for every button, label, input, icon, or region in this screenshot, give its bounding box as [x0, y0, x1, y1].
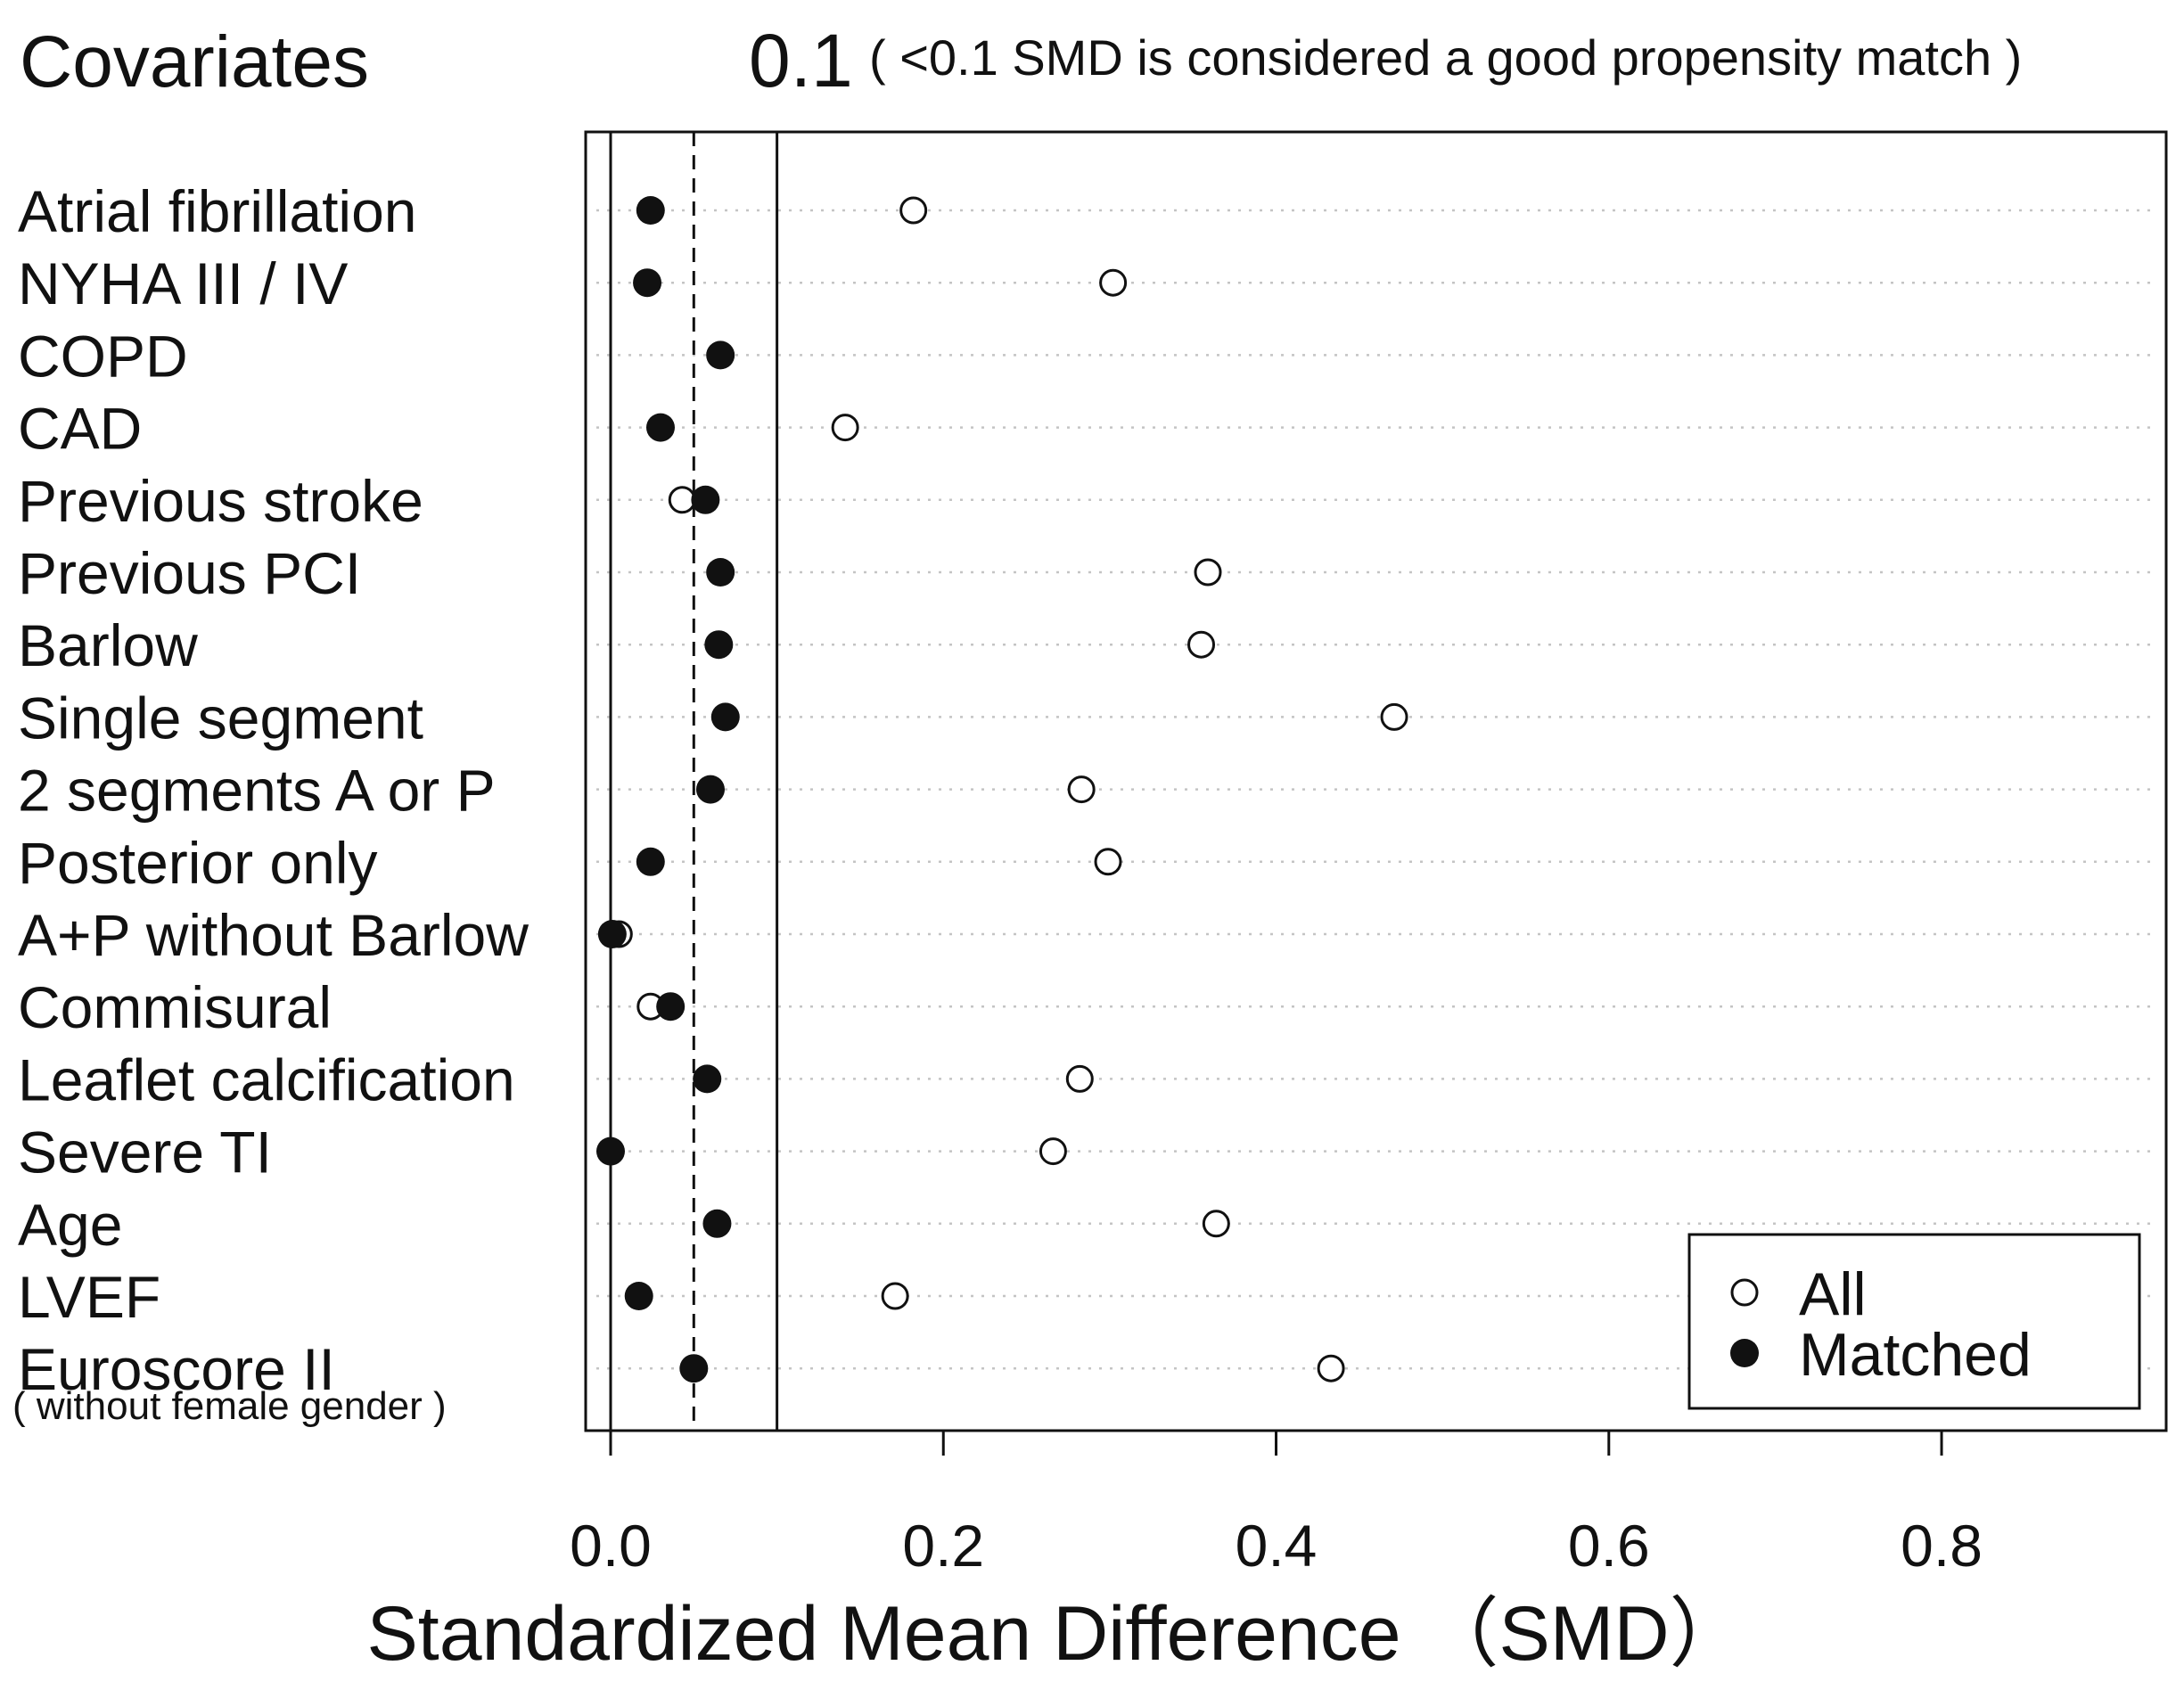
- covariate-label-severe-ti: Severe TI: [18, 1120, 272, 1185]
- covariate-label-commisural: Commisural: [18, 974, 332, 1040]
- x-tick-label-0.2: 0.2: [902, 1513, 984, 1579]
- x-tick-label-0.0: 0.0: [570, 1513, 652, 1579]
- point-all-barlow: [1187, 630, 1216, 659]
- covariate-label-previous-pci: Previous PCI: [18, 540, 361, 606]
- point-matched-previous-stroke: [691, 485, 720, 514]
- point-all-atrial-fibrillation: [899, 196, 928, 225]
- x-axis: 0.0 0.2 0.4 0.6 0.8: [570, 1431, 1983, 1579]
- x-tick-label-0.8: 0.8: [1901, 1513, 1983, 1579]
- point-all-lvef: [881, 1282, 909, 1310]
- point-matched-lvef: [624, 1282, 653, 1310]
- covariates-heading: Covariates: [20, 21, 369, 103]
- point-matched-a-p-without-barlow: [597, 920, 627, 948]
- point-matched-nyha-iii-iv: [633, 268, 662, 298]
- legend-all-marker: [1730, 1278, 1759, 1307]
- covariate-label-2-segments-a-or-p: 2 segments A or P: [18, 758, 496, 824]
- point-matched-cad: [645, 413, 675, 442]
- x-tick-label-0.6: 0.6: [1568, 1513, 1650, 1579]
- covariate-label-copd: COPD: [18, 323, 188, 389]
- point-matched-previous-pci: [706, 558, 735, 587]
- threshold-value-label: 0.1: [749, 19, 853, 103]
- covariate-label-euroscore-ii: Euroscore II: [18, 1336, 335, 1402]
- legend-matched-label: Matched: [1799, 1321, 2032, 1389]
- point-matched-copd: [706, 340, 735, 370]
- point-matched-leaflet-calcification: [693, 1064, 722, 1094]
- covariate-label-previous-stroke: Previous stroke: [18, 468, 423, 534]
- point-matched-barlow: [704, 630, 734, 660]
- point-matched-severe-ti: [595, 1136, 625, 1166]
- covariate-label-single-segment: Single segment: [18, 685, 423, 751]
- x-tick-label-0.4: 0.4: [1236, 1513, 1318, 1579]
- covariate-label-barlow: Barlow: [18, 612, 198, 678]
- point-all-single-segment: [1380, 702, 1408, 731]
- point-all-nyha-iii-iv: [1099, 268, 1128, 297]
- legend-all-label: All: [1799, 1260, 1867, 1328]
- point-all-euroscore-ii: [1317, 1354, 1345, 1382]
- covariate-label-posterior-only: Posterior only: [18, 830, 378, 896]
- point-all-age: [1202, 1210, 1230, 1238]
- gridlines: [596, 209, 2155, 1370]
- covariate-label-a-p-without-barlow: A+P without Barlow: [18, 902, 529, 968]
- covariate-label-lvef: LVEF: [18, 1264, 160, 1330]
- point-all-previous-pci: [1194, 558, 1222, 587]
- data-markers: [595, 196, 1408, 1383]
- covariate-label-leaflet-calcification: Leaflet calcification: [18, 1046, 515, 1112]
- point-all-severe-ti: [1039, 1137, 1067, 1166]
- point-matched-commisural: [656, 992, 686, 1021]
- point-matched-posterior-only: [636, 847, 665, 876]
- point-matched-age: [702, 1209, 732, 1238]
- point-all-posterior-only: [1094, 848, 1122, 876]
- point-all-previous-stroke: [668, 486, 696, 514]
- point-all-cad: [831, 414, 859, 442]
- euroscore-note: ( without female gender ): [12, 1384, 447, 1428]
- covariate-label-cad: CAD: [18, 396, 142, 462]
- legend: All Matched: [1687, 1233, 2141, 1410]
- threshold-note: ( <0.1 SMD is considered a good propensi…: [869, 29, 2022, 86]
- legend-matched-marker: [1730, 1339, 1759, 1367]
- point-all-leaflet-calcification: [1065, 1064, 1094, 1093]
- legend-box: [1687, 1233, 2141, 1410]
- point-matched-atrial-fibrillation: [636, 196, 665, 225]
- covariate-label-age: Age: [18, 1192, 122, 1258]
- plot-frame: [584, 130, 2168, 1432]
- point-matched-single-segment: [710, 702, 740, 732]
- x-axis-title: Standardized Mean Difference （SMD）: [366, 1591, 1745, 1677]
- point-all-2-segments-a-or-p: [1067, 775, 1096, 804]
- point-matched-2-segments-a-or-p: [695, 775, 725, 804]
- covariate-label-atrial-fibrillation: Atrial fibrillation: [18, 178, 417, 244]
- point-matched-euroscore-ii: [679, 1354, 709, 1383]
- covariate-label-nyha-iii-iv: NYHA III / IV: [18, 250, 348, 316]
